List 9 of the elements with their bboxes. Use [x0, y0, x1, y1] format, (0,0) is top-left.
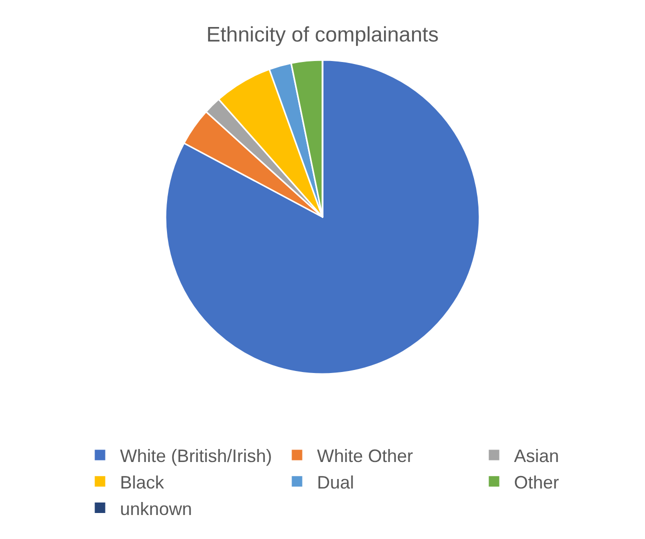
- legend-label: White Other: [317, 446, 414, 466]
- legend-label: Dual: [317, 472, 354, 492]
- legend-label: Black: [120, 472, 166, 492]
- legend-label: Other: [514, 472, 560, 492]
- legend-label: Asian: [514, 446, 560, 466]
- legend-label: White (British/Irish): [120, 446, 272, 466]
- chart-title: Ethnicity of complainants: [206, 24, 439, 47]
- pie-slice: [164, 59, 480, 375]
- legend-label: unknown: [120, 498, 192, 519]
